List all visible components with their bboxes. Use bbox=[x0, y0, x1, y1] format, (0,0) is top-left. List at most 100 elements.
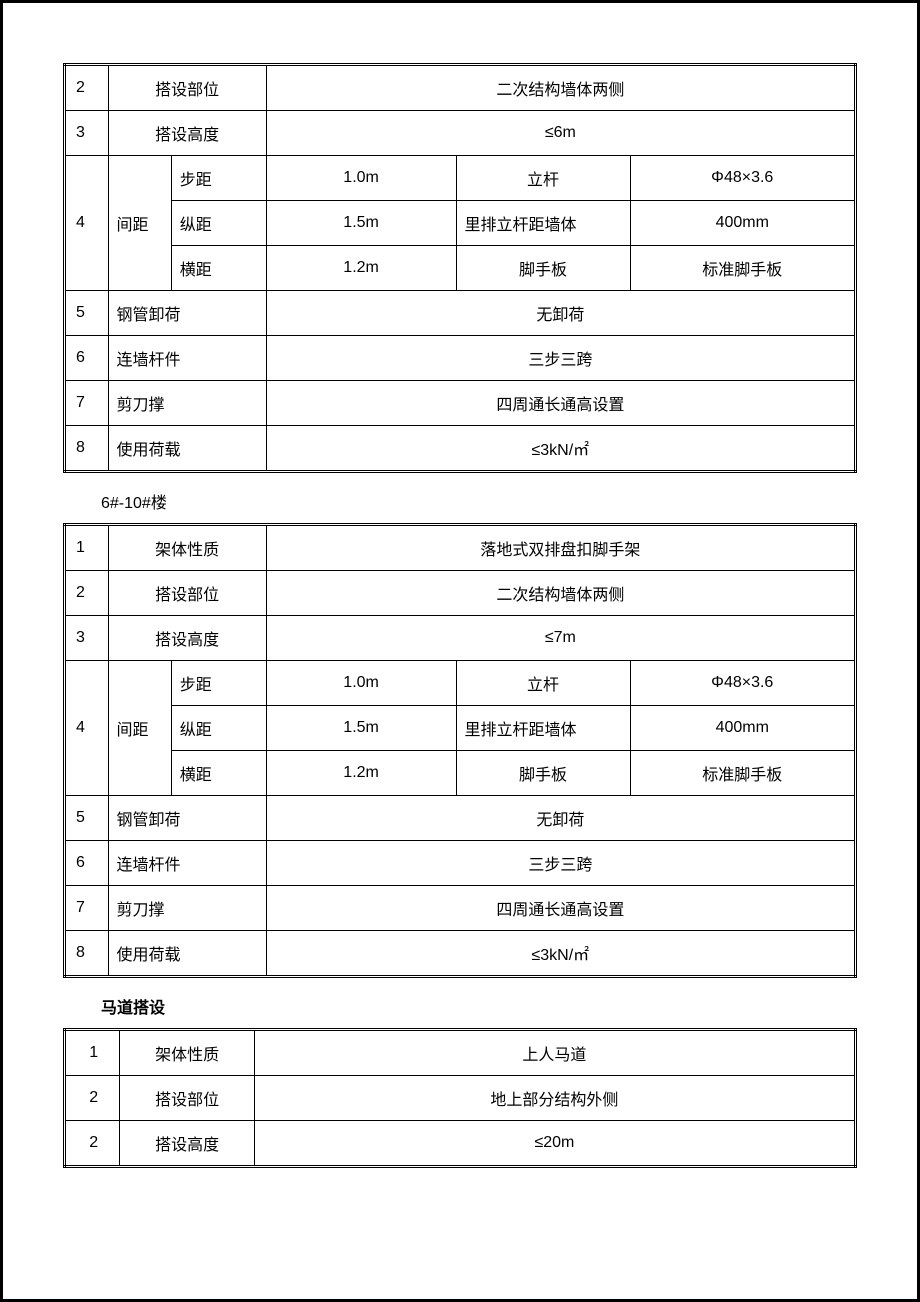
cell-value: 1.0m bbox=[266, 661, 456, 706]
cell-value: 1.2m bbox=[266, 246, 456, 291]
cell-value: 四周通长通高设置 bbox=[266, 886, 855, 931]
cell-label: 钢管卸荷 bbox=[108, 291, 266, 336]
cell-num: 3 bbox=[65, 111, 109, 156]
table-row: 5 钢管卸荷 无卸荷 bbox=[65, 291, 856, 336]
table-row: 横距 1.2m 脚手板 标准脚手板 bbox=[65, 246, 856, 291]
cell-value: 地上部分结构外侧 bbox=[254, 1076, 855, 1121]
cell-value: 1.5m bbox=[266, 201, 456, 246]
cell-value: ≤3kN/㎡ bbox=[266, 931, 855, 977]
cell-value: 无卸荷 bbox=[266, 291, 855, 336]
cell-num: 6 bbox=[65, 841, 109, 886]
table-row: 2 搭设部位 二次结构墙体两侧 bbox=[65, 571, 856, 616]
cell-num: 2 bbox=[65, 1121, 120, 1167]
cell-num: 2 bbox=[65, 571, 109, 616]
cell-label: 搭设高度 bbox=[108, 111, 266, 156]
table-row: 4 间距 步距 1.0m 立杆 Φ48×3.6 bbox=[65, 661, 856, 706]
cell-key: 脚手板 bbox=[456, 751, 630, 796]
cell-num: 2 bbox=[65, 1076, 120, 1121]
cell-sub-label: 步距 bbox=[171, 156, 266, 201]
cell-key: 里排立杆距墙体 bbox=[456, 201, 630, 246]
cell-value: ≤3kN/㎡ bbox=[266, 426, 855, 472]
cell-value: 标准脚手板 bbox=[630, 751, 855, 796]
cell-label: 连墙杆件 bbox=[108, 336, 266, 381]
table-row: 纵距 1.5m 里排立杆距墙体 400mm bbox=[65, 201, 856, 246]
cell-sub-label: 纵距 bbox=[171, 706, 266, 751]
cell-label: 搭设部位 bbox=[120, 1076, 254, 1121]
cell-value: Φ48×3.6 bbox=[630, 156, 855, 201]
cell-value: 上人马道 bbox=[254, 1030, 855, 1076]
cell-sub-label: 纵距 bbox=[171, 201, 266, 246]
cell-label: 剪刀撑 bbox=[108, 886, 266, 931]
table-row: 横距 1.2m 脚手板 标准脚手板 bbox=[65, 751, 856, 796]
cell-group-label: 间距 bbox=[108, 661, 171, 796]
cell-value: 1.0m bbox=[266, 156, 456, 201]
cell-value: ≤20m bbox=[254, 1121, 855, 1167]
cell-value: 二次结构墙体两侧 bbox=[266, 65, 855, 111]
table-row: 3 搭设高度 ≤7m bbox=[65, 616, 856, 661]
cell-num: 2 bbox=[65, 65, 109, 111]
table-scaffold-params-2: 1 架体性质 落地式双排盘扣脚手架 2 搭设部位 二次结构墙体两侧 3 搭设高度… bbox=[63, 523, 857, 978]
cell-num: 1 bbox=[65, 1030, 120, 1076]
table-row: 1 架体性质 落地式双排盘扣脚手架 bbox=[65, 525, 856, 571]
cell-label: 搭设高度 bbox=[120, 1121, 254, 1167]
cell-sub-label: 步距 bbox=[171, 661, 266, 706]
cell-label: 使用荷载 bbox=[108, 426, 266, 472]
table-row: 2 搭设高度 ≤20m bbox=[65, 1121, 856, 1167]
table-row: 1 架体性质 上人马道 bbox=[65, 1030, 856, 1076]
cell-value: 三步三跨 bbox=[266, 841, 855, 886]
cell-value: 1.2m bbox=[266, 751, 456, 796]
table-row: 6 连墙杆件 三步三跨 bbox=[65, 841, 856, 886]
cell-value: 400mm bbox=[630, 706, 855, 751]
table-row: 6 连墙杆件 三步三跨 bbox=[65, 336, 856, 381]
cell-label: 架体性质 bbox=[120, 1030, 254, 1076]
cell-num: 3 bbox=[65, 616, 109, 661]
cell-label: 使用荷载 bbox=[108, 931, 266, 977]
cell-label: 搭设部位 bbox=[108, 65, 266, 111]
cell-value: ≤7m bbox=[266, 616, 855, 661]
cell-value: 四周通长通高设置 bbox=[266, 381, 855, 426]
table-row: 3 搭设高度 ≤6m bbox=[65, 111, 856, 156]
cell-label: 钢管卸荷 bbox=[108, 796, 266, 841]
cell-num: 4 bbox=[65, 661, 109, 796]
cell-value: 400mm bbox=[630, 201, 855, 246]
cell-key: 立杆 bbox=[456, 661, 630, 706]
cell-key: 立杆 bbox=[456, 156, 630, 201]
cell-num: 7 bbox=[65, 381, 109, 426]
cell-value: 1.5m bbox=[266, 706, 456, 751]
cell-value: 落地式双排盘扣脚手架 bbox=[266, 525, 855, 571]
cell-value: ≤6m bbox=[266, 111, 855, 156]
cell-label: 剪刀撑 bbox=[108, 381, 266, 426]
table-row: 纵距 1.5m 里排立杆距墙体 400mm bbox=[65, 706, 856, 751]
cell-value: 二次结构墙体两侧 bbox=[266, 571, 855, 616]
table-row: 8 使用荷载 ≤3kN/㎡ bbox=[65, 426, 856, 472]
cell-key: 脚手板 bbox=[456, 246, 630, 291]
cell-value: 标准脚手板 bbox=[630, 246, 855, 291]
table-row: 7 剪刀撑 四周通长通高设置 bbox=[65, 886, 856, 931]
cell-value: 三步三跨 bbox=[266, 336, 855, 381]
section-label-walkway: 马道搭设 bbox=[101, 994, 857, 1018]
cell-label: 连墙杆件 bbox=[108, 841, 266, 886]
cell-num: 6 bbox=[65, 336, 109, 381]
cell-group-label: 间距 bbox=[108, 156, 171, 291]
cell-label: 搭设高度 bbox=[108, 616, 266, 661]
cell-num: 8 bbox=[65, 426, 109, 472]
cell-value: 无卸荷 bbox=[266, 796, 855, 841]
cell-num: 5 bbox=[65, 796, 109, 841]
table-row: 2 搭设部位 二次结构墙体两侧 bbox=[65, 65, 856, 111]
table-walkway-params: 1 架体性质 上人马道 2 搭设部位 地上部分结构外侧 2 搭设高度 ≤20m bbox=[63, 1028, 857, 1168]
table-row: 7 剪刀撑 四周通长通高设置 bbox=[65, 381, 856, 426]
section-label-buildings: 6#-10#楼 bbox=[101, 489, 857, 513]
table-row: 4 间距 步距 1.0m 立杆 Φ48×3.6 bbox=[65, 156, 856, 201]
cell-num: 8 bbox=[65, 931, 109, 977]
cell-num: 1 bbox=[65, 525, 109, 571]
cell-sub-label: 横距 bbox=[171, 246, 266, 291]
table-row: 5 钢管卸荷 无卸荷 bbox=[65, 796, 856, 841]
cell-num: 7 bbox=[65, 886, 109, 931]
cell-num: 4 bbox=[65, 156, 109, 291]
cell-key: 里排立杆距墙体 bbox=[456, 706, 630, 751]
table-row: 8 使用荷载 ≤3kN/㎡ bbox=[65, 931, 856, 977]
table-scaffold-params-1: 2 搭设部位 二次结构墙体两侧 3 搭设高度 ≤6m 4 间距 步距 1.0m … bbox=[63, 63, 857, 473]
cell-sub-label: 横距 bbox=[171, 751, 266, 796]
cell-label: 架体性质 bbox=[108, 525, 266, 571]
page-frame: 2 搭设部位 二次结构墙体两侧 3 搭设高度 ≤6m 4 间距 步距 1.0m … bbox=[0, 0, 920, 1302]
